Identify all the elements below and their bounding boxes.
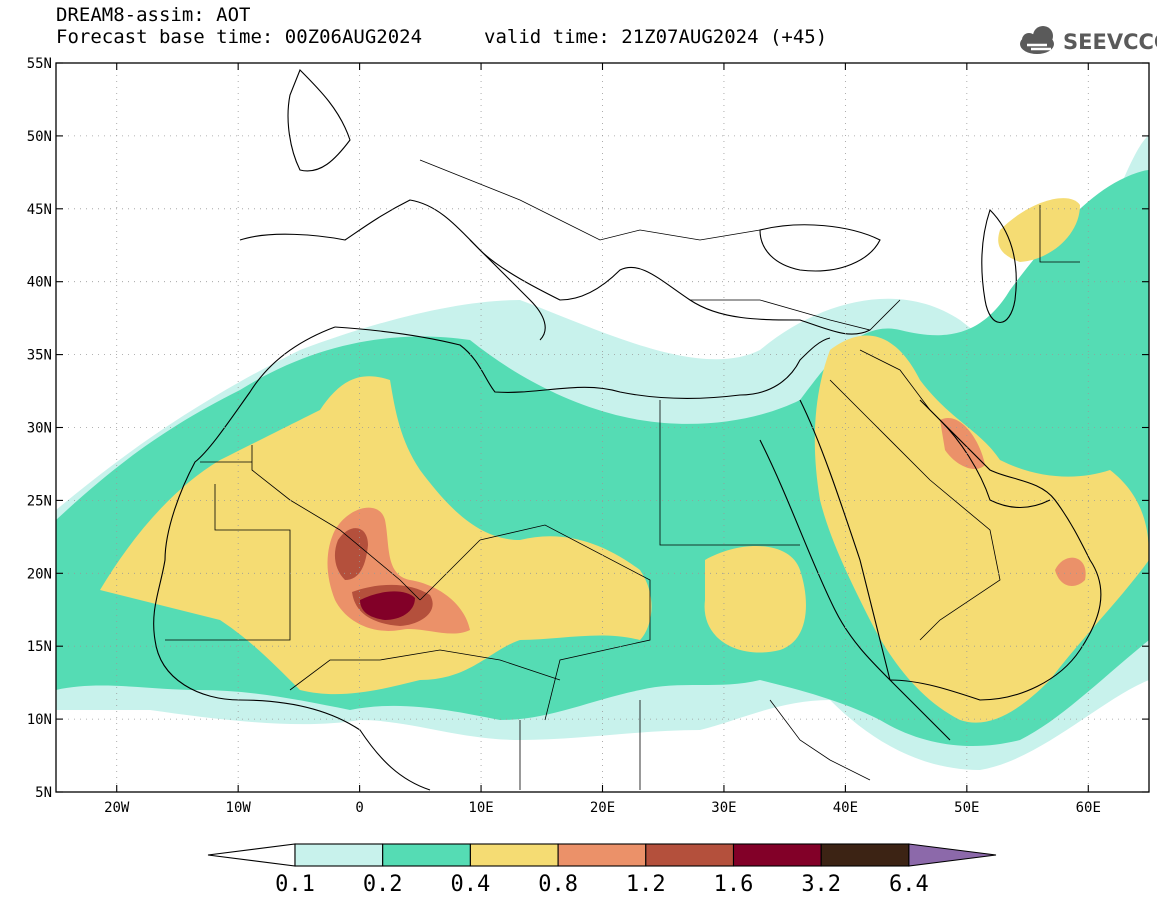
valid-time: valid time: 21Z07AUG2024 (+45)	[484, 26, 828, 48]
forecast-base-time: Forecast base time: 00Z06AUG2024	[56, 26, 423, 48]
coastlines	[153, 69, 1102, 791]
mediterranean-south	[334, 326, 831, 399]
colorbar-box	[557, 843, 647, 867]
lat-label: 20N	[27, 566, 52, 582]
colorbar: 0.1 0.2 0.4 0.8 1.2 1.6 3.2 6.4	[207, 843, 997, 897]
colorbar-label: 0.8	[538, 872, 578, 897]
colorbar-label: 0.1	[275, 872, 315, 897]
aot-field	[56, 135, 1149, 770]
lat-label: 50N	[27, 129, 52, 145]
britain	[287, 69, 351, 172]
lon-label: 60E	[1076, 800, 1101, 816]
black-sea	[759, 224, 881, 272]
border-iraq-iran	[859, 349, 961, 441]
border-algeria-mali	[251, 445, 421, 601]
lat-label: 5N	[35, 785, 52, 801]
latitude-labels: 5N 10N 15N 20N 25N 30N 35N 40N 45N 50N 55N	[27, 56, 1149, 801]
colorbar-box	[469, 843, 559, 867]
border-east-africa	[519, 699, 871, 790]
border-europe	[419, 159, 761, 241]
border-libya-niger	[419, 539, 481, 601]
colorbar-label: 6.4	[889, 872, 929, 897]
lat-label: 55N	[27, 56, 52, 72]
europe-coast	[239, 199, 871, 335]
caspian-sea	[981, 208, 1017, 323]
seevccc-logo: SEEVCCC	[1020, 26, 1157, 54]
lon-label: 30E	[711, 800, 736, 816]
colorbar-arrow-low	[207, 843, 296, 867]
border-chad	[479, 524, 651, 721]
lon-label: 10E	[468, 800, 493, 816]
aot-band-0.8-oman	[1055, 557, 1086, 586]
longitude-labels: 20W 10W 0 10E 20E 30E 40E 50E 60E	[104, 63, 1101, 816]
colorbar-box	[382, 843, 471, 867]
lat-label: 15N	[27, 639, 52, 655]
colorbar-box	[294, 843, 384, 867]
colorbar-label: 1.2	[626, 872, 666, 897]
logo-text: SEEVCCC	[1063, 30, 1157, 54]
border-mauritania	[165, 461, 291, 641]
border-turkey	[690, 299, 901, 331]
colorbar-arrow-high	[908, 843, 997, 867]
aot-band-0.4-caspian	[998, 198, 1080, 262]
lat-label: 45N	[27, 202, 52, 218]
colorbar-box	[645, 843, 735, 867]
aot-band-0.4-arabia	[814, 335, 1149, 723]
lat-label: 35N	[27, 348, 52, 364]
red-sea-west	[759, 439, 951, 741]
colorbar-box	[732, 843, 822, 867]
lon-label: 0	[355, 800, 363, 816]
lon-label: 40E	[833, 800, 858, 816]
country-borders	[165, 159, 1080, 790]
colorbar-label: 1.6	[714, 872, 754, 897]
aot-band-0.4-sudan	[704, 546, 806, 653]
arabia-coast	[889, 399, 1102, 701]
lat-label: 25N	[27, 493, 52, 509]
italy	[469, 239, 546, 341]
chart-title: DREAM8-assim: AOT	[56, 4, 251, 26]
lon-label: 20E	[590, 800, 615, 816]
persian-gulf	[939, 419, 1051, 508]
red-sea-east	[799, 399, 891, 681]
border-saudi	[829, 379, 1001, 641]
map-grid	[56, 63, 1149, 792]
border-libya-egypt	[659, 400, 800, 546]
lat-label: 40N	[27, 275, 52, 291]
lon-label: 20W	[104, 800, 130, 816]
lat-label: 10N	[27, 712, 52, 728]
africa-coast	[153, 326, 431, 791]
aot-band-1.6	[360, 591, 415, 620]
colorbar-box	[820, 843, 910, 867]
colorbar-label: 0.4	[451, 872, 491, 897]
border-sahel	[289, 649, 561, 691]
lat-label: 30N	[27, 421, 52, 437]
lon-label: 50E	[954, 800, 979, 816]
colorbar-label: 0.2	[363, 872, 403, 897]
colorbar-label: 3.2	[801, 872, 841, 897]
lon-label: 10W	[226, 800, 252, 816]
border-kazakh	[1039, 205, 1080, 263]
